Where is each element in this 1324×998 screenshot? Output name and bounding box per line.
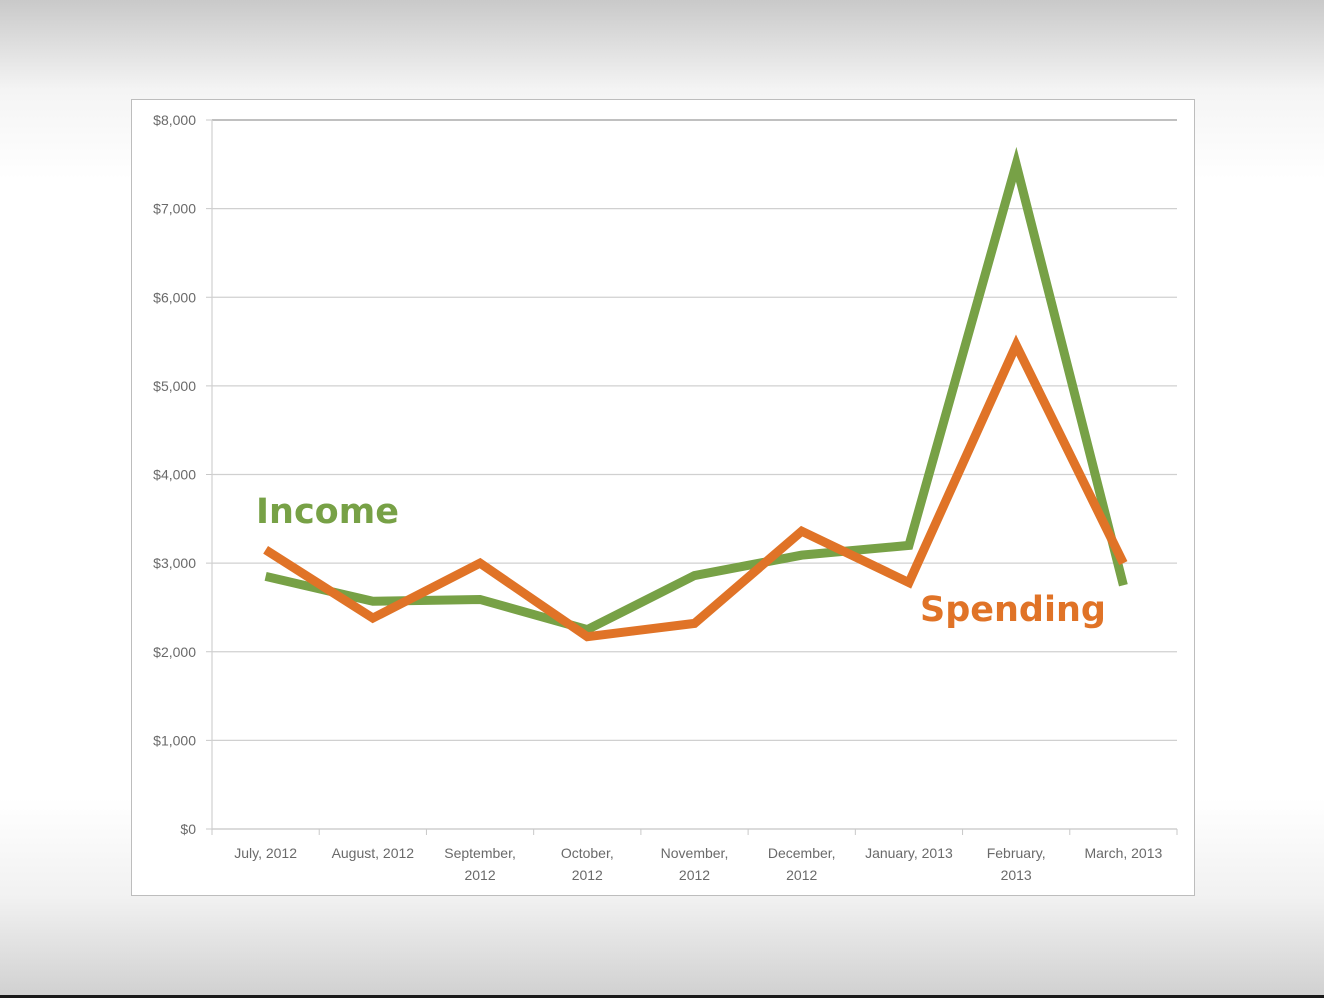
y-tick-label: $4,000 <box>153 467 196 483</box>
x-tick-label-line: 2012 <box>786 867 817 883</box>
x-tick-label-line: 2013 <box>1001 867 1032 883</box>
x-axis-tick-labels: July, 2012 August, 2012 September, 2012Octo… <box>234 845 1162 883</box>
x-tick-label: July, 2012 <box>234 845 297 861</box>
series-lines <box>263 146 1128 642</box>
series-label-income: Income <box>256 492 399 532</box>
x-tick-label-line: September, <box>444 845 516 861</box>
x-tick-label-line: 2012 <box>464 867 495 883</box>
series-label-spending: Spending <box>920 590 1106 630</box>
window-bottom-edge <box>0 995 1324 998</box>
x-tick-label-line: November, <box>661 845 729 861</box>
y-tick-label: $6,000 <box>153 289 196 305</box>
chart-frame: $0 $1,000 $2,000 $3,000 $4,000 $5,000 $6,000 $7… <box>131 99 1195 896</box>
x-tick-label-line: March, 2013 <box>1084 845 1162 861</box>
x-tick-label-line: February, <box>987 845 1046 861</box>
x-tick-label-line: December, <box>768 845 836 861</box>
gridlines <box>212 119 1177 741</box>
y-tick-label: $3,000 <box>153 555 196 571</box>
x-tick-label-line: July, 2012 <box>234 845 297 861</box>
y-tick-label: $0 <box>180 821 196 837</box>
y-tick-label: $7,000 <box>153 201 196 217</box>
x-tick-label: February, 2013 <box>987 845 1046 883</box>
y-tick-label: $2,000 <box>153 644 196 660</box>
x-tick-label: January, 2013 <box>865 845 953 861</box>
y-tick-label: $5,000 <box>153 378 196 394</box>
line-chart: $0 $1,000 $2,000 $3,000 $4,000 $5,000 $6,000 $7… <box>153 112 1178 883</box>
y-axis-tick-labels: $0 $1,000 $2,000 $3,000 $4,000 $5,000 $6,000 $7… <box>153 112 196 837</box>
x-tick-label: December, 2012 <box>768 845 836 883</box>
axes <box>206 119 1178 835</box>
x-tick-label: November, 2012 <box>661 845 729 883</box>
x-tick-label-line: 2012 <box>679 867 710 883</box>
x-tick-label: March, 2013 <box>1084 845 1162 861</box>
y-tick-label: $1,000 <box>153 732 196 748</box>
x-tick-label-line: August, 2012 <box>332 845 415 861</box>
series-labels: Income Spending <box>256 492 1106 630</box>
x-tick-label: October, 2012 <box>561 845 614 883</box>
x-tick-label-line: January, 2013 <box>865 845 953 861</box>
x-tick-label: August, 2012 <box>332 845 415 861</box>
x-tick-label-line: 2012 <box>572 867 603 883</box>
y-tick-label: $8,000 <box>153 112 196 128</box>
x-tick-label-line: October, <box>561 845 614 861</box>
x-tick-label: September, 2012 <box>444 845 516 883</box>
